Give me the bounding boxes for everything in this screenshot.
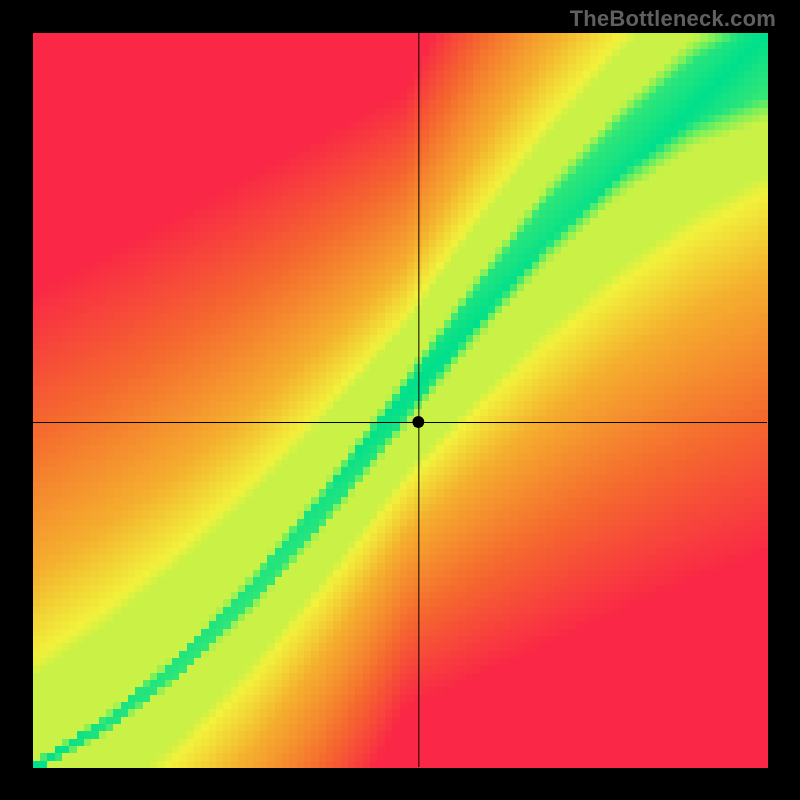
watermark-text: TheBottleneck.com: [570, 6, 776, 32]
bottleneck-heatmap: [0, 0, 800, 800]
